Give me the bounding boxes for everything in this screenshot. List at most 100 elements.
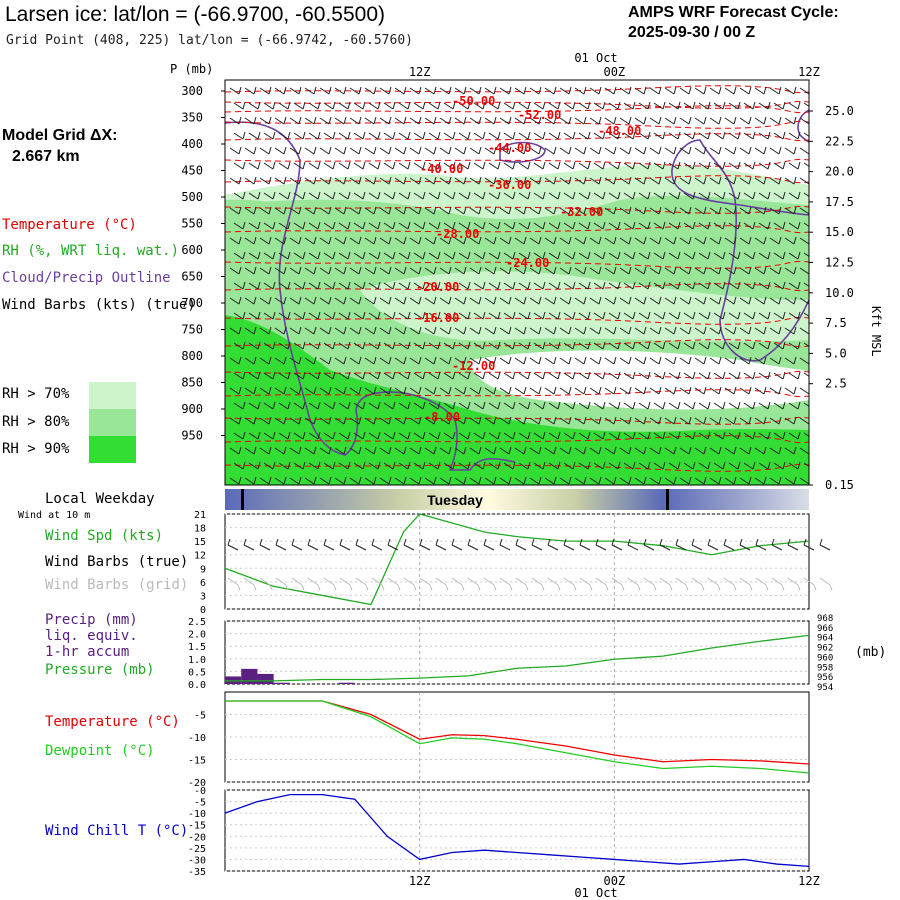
- wind-barb: [728, 401, 741, 410]
- wind-barb: [424, 416, 437, 425]
- wind-barb: [593, 431, 606, 440]
- height-tick-label: 7.5: [825, 316, 847, 330]
- wind-barb-grid: [467, 577, 481, 591]
- wind-barb: [623, 341, 636, 350]
- wind-barb: [349, 476, 362, 485]
- wind-barb-grid: [419, 577, 433, 591]
- legend-rh: RH (%, WRT liq. wat.): [2, 243, 180, 259]
- wind-barb: [233, 101, 246, 110]
- wind-barb-true: [595, 538, 607, 551]
- wind-barb: [469, 266, 482, 275]
- wind-barb: [574, 386, 587, 395]
- wind-barb: [758, 131, 771, 140]
- wind-barb: [563, 281, 576, 290]
- wind-barb: [323, 461, 336, 470]
- wind-barb: [233, 221, 246, 230]
- wind-barb: [458, 221, 471, 230]
- wind-barb: [259, 146, 272, 155]
- wind-barb: [799, 327, 809, 335]
- wind-barb: [394, 476, 407, 485]
- wind-barb: [743, 221, 756, 230]
- legend-wind-speed: Wind Spd (kts): [45, 528, 164, 544]
- swatch-rh70: [89, 382, 136, 409]
- wind-barb: [593, 371, 606, 380]
- wind-barb: [739, 266, 752, 275]
- wind-barb: [424, 386, 437, 395]
- wind-barb: [724, 326, 737, 335]
- wind-barb: [754, 206, 767, 215]
- wind-barb: [428, 401, 441, 410]
- wind-barb: [653, 371, 666, 380]
- wind-barb: [353, 281, 366, 290]
- wind-barb: [289, 236, 302, 245]
- wind-barb: [409, 266, 422, 275]
- wind-barb-true: [467, 538, 479, 551]
- wind-barb-grid: [355, 577, 369, 591]
- wind-barb: [259, 416, 272, 425]
- wind-barb: [724, 476, 737, 485]
- wind-barb: [439, 176, 452, 185]
- wind-barb: [593, 131, 606, 140]
- legend-accum: 1-hr accum: [45, 644, 130, 660]
- isotherm-label: -28.00: [436, 227, 479, 241]
- wind-barb: [499, 356, 512, 365]
- wind-barb: [484, 446, 497, 455]
- wind-barb: [664, 356, 677, 365]
- wind-barb: [619, 266, 632, 275]
- wind-barb: [563, 251, 576, 260]
- wind-barb: [574, 146, 587, 155]
- wind-barb: [308, 341, 321, 350]
- wind-barb: [623, 161, 636, 170]
- wind-barb: [353, 131, 366, 140]
- wind-barb: [518, 461, 531, 470]
- wind-barb: [428, 221, 441, 230]
- wind-barb: [559, 86, 572, 95]
- wind-barb-grid: [787, 577, 801, 591]
- wind-barb: [638, 251, 651, 260]
- wind-barb: [563, 311, 576, 320]
- wind-barb: [788, 341, 801, 350]
- wind-barb: [698, 371, 711, 380]
- wind-barb: [488, 371, 501, 380]
- model-grid-value: 2.667 km: [12, 148, 80, 165]
- wind-barb: [769, 386, 782, 395]
- wind-barb: [698, 311, 711, 320]
- wind-barb-grid: [659, 577, 673, 591]
- wind-barb: [379, 206, 392, 215]
- wind-barb: [394, 356, 407, 365]
- wind-barb: [604, 446, 617, 455]
- precip-tick: 0.5: [188, 667, 206, 678]
- wind-barb: [514, 476, 527, 485]
- wind-barb: [683, 311, 696, 320]
- wind-barb: [784, 176, 797, 185]
- wind-barb: [499, 416, 512, 425]
- wind-barb: [604, 356, 617, 365]
- wind-barb: [278, 281, 291, 290]
- wind-barb: [304, 326, 317, 335]
- wind-barb: [334, 386, 347, 395]
- wind-barb: [578, 431, 591, 440]
- wind-barb: [668, 131, 681, 140]
- wind-barb: [593, 251, 606, 260]
- wind-barb: [263, 371, 276, 380]
- wind-barb: [488, 401, 501, 410]
- wind-barb: [638, 401, 651, 410]
- top-time-label: 12Z: [798, 65, 820, 79]
- precip-tick: 1.0: [188, 655, 206, 666]
- wind-barb-true: [403, 538, 415, 551]
- wind-barb-true: [259, 538, 271, 551]
- wind-barb: [649, 266, 662, 275]
- wind-barb: [784, 446, 797, 455]
- wind-barb: [638, 431, 651, 440]
- wind-barb: [529, 476, 542, 485]
- wind-barb: [773, 221, 786, 230]
- pressure-tick: 966: [817, 624, 833, 634]
- wind-barb: [488, 461, 501, 470]
- wind-barb: [578, 131, 591, 140]
- height-tick-label: 15.0: [825, 225, 854, 239]
- wind-barb: [233, 461, 246, 470]
- wind-barb: [724, 416, 737, 425]
- wind-barb: [559, 326, 572, 335]
- wind-barb: [469, 476, 482, 485]
- wind-barb: [233, 341, 246, 350]
